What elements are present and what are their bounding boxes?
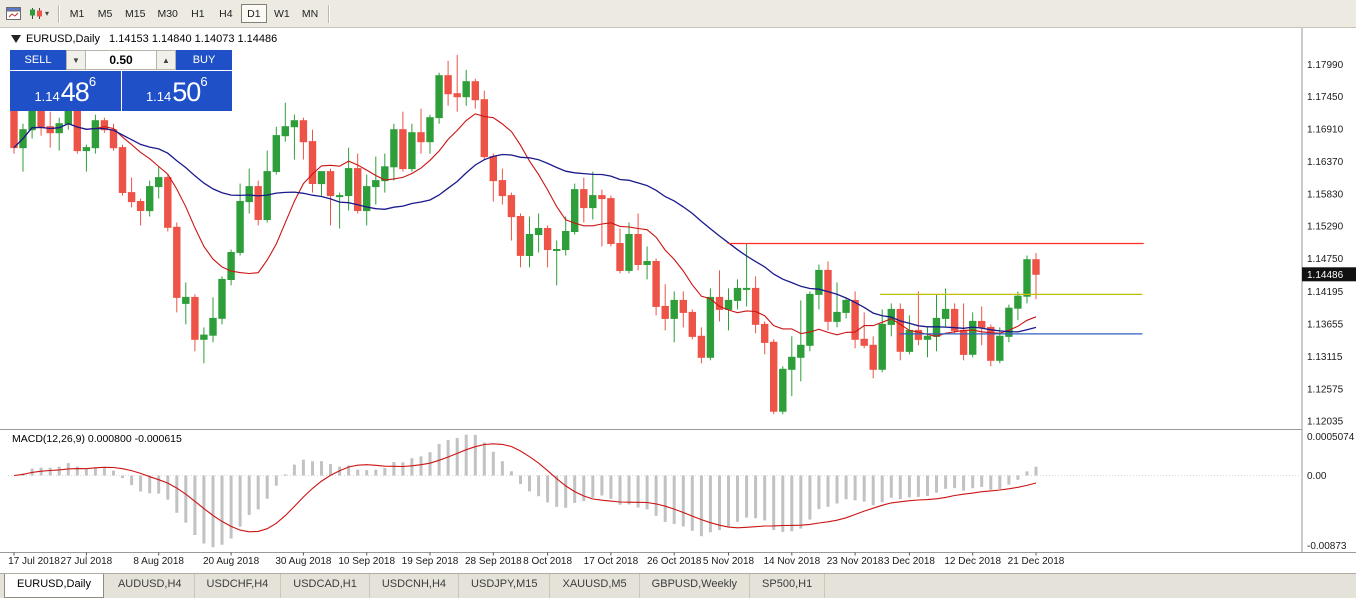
ma-line-30 xyxy=(13,122,1037,333)
tf-button-M5[interactable]: M5 xyxy=(92,4,118,23)
chart-type-button[interactable]: ▾ xyxy=(26,4,52,24)
svg-text:1.17450: 1.17450 xyxy=(1307,92,1344,103)
tf-button-H1[interactable]: H1 xyxy=(185,4,211,23)
buy-price-pip: 6 xyxy=(200,74,208,89)
svg-text:28 Sep 2018: 28 Sep 2018 xyxy=(465,556,522,567)
svg-text:27 Jul 2018: 27 Jul 2018 xyxy=(61,556,113,567)
svg-text:14 Nov 2018: 14 Nov 2018 xyxy=(763,556,820,567)
chart-tab-SP500-H1[interactable]: SP500,H1 xyxy=(750,574,826,598)
one-click-trade-panel: SELL ▼ 0.50 ▲ BUY 1.14 48 6 1.14 50 6 xyxy=(10,50,232,111)
svg-text:5 Nov 2018: 5 Nov 2018 xyxy=(703,556,755,567)
chart-title-symbol: EURUSD,Daily xyxy=(26,33,100,45)
chart-tab-GBPUSD-Weekly[interactable]: GBPUSD,Weekly xyxy=(640,574,751,598)
sell-price-prefix: 1.14 xyxy=(34,89,60,104)
sell-price-big: 48 xyxy=(60,77,90,108)
top-toolbar: ▾ M1 M5 M15 M30 H1 H4 D1 W1 MN xyxy=(0,0,1356,28)
macd-indicator-label: MACD(12,26,9) 0.000800 -0.000615 xyxy=(12,433,182,445)
price-axis: 1.17990 1.17450 1.16910 1.16370 1.15830 1.152… xyxy=(1307,60,1344,428)
svg-text:8 Aug 2018: 8 Aug 2018 xyxy=(133,556,184,567)
caret-up-icon: ▲ xyxy=(162,55,170,65)
svg-text:1.12035: 1.12035 xyxy=(1307,417,1344,428)
caret-down-icon: ▾ xyxy=(45,9,50,18)
svg-text:1.13655: 1.13655 xyxy=(1307,320,1344,331)
buy-price-prefix: 1.14 xyxy=(145,89,172,104)
timeframe-toolbar: M1 M5 M15 M30 H1 H4 D1 W1 MN xyxy=(63,4,324,23)
volume-decrease-button[interactable]: ▼ xyxy=(66,50,86,70)
chart-tab-USDCAD-H1[interactable]: USDCAD,H1 xyxy=(281,574,370,598)
buy-price-big: 50 xyxy=(172,77,201,108)
svg-text:20 Aug 2018: 20 Aug 2018 xyxy=(203,556,260,567)
svg-text:1.16370: 1.16370 xyxy=(1307,157,1344,168)
svg-text:1.16910: 1.16910 xyxy=(1307,125,1344,136)
svg-text:1.14486: 1.14486 xyxy=(1307,270,1344,281)
svg-text:1.15290: 1.15290 xyxy=(1307,222,1344,233)
svg-text:17 Jul 2018: 17 Jul 2018 xyxy=(8,556,60,567)
time-axis: 17 Jul 2018 27 Jul 2018 8 Aug 2018 20 Aug 2… xyxy=(8,552,1065,567)
svg-text:21 Dec 2018: 21 Dec 2018 xyxy=(1008,556,1065,567)
tf-button-H4[interactable]: H4 xyxy=(213,4,239,23)
tf-button-M1[interactable]: M1 xyxy=(64,4,90,23)
tf-button-W1[interactable]: W1 xyxy=(269,4,295,23)
svg-text:26 Oct 2018: 26 Oct 2018 xyxy=(647,556,702,567)
svg-text:-0.00873: -0.00873 xyxy=(1307,541,1347,552)
tf-button-MN[interactable]: MN xyxy=(297,4,323,23)
chart-tab-AUDUSD-H4[interactable]: AUDUSD,H4 xyxy=(106,574,195,598)
sell-price-pip: 6 xyxy=(88,74,97,89)
svg-text:8 Oct 2018: 8 Oct 2018 xyxy=(523,556,572,567)
svg-text:23 Nov 2018: 23 Nov 2018 xyxy=(827,556,884,567)
chart-window-icon xyxy=(6,7,21,20)
svg-text:3 Dec 2018: 3 Dec 2018 xyxy=(884,556,936,567)
chart-tab-USDJPY-M15[interactable]: USDJPY,M15 xyxy=(459,574,551,598)
chart-tab-USDCHF-H4[interactable]: USDCHF,H4 xyxy=(195,574,282,598)
chart-shift-marker-icon xyxy=(11,35,21,43)
tf-button-M15[interactable]: M15 xyxy=(120,4,150,23)
indicator-axis: 0.0005074 0.00 -0.00873 xyxy=(1307,432,1355,552)
svg-text:1.14195: 1.14195 xyxy=(1307,287,1344,298)
chart-tab-USDCNH-H4[interactable]: USDCNH,H4 xyxy=(370,574,460,598)
svg-text:1.12575: 1.12575 xyxy=(1307,384,1344,395)
toolbar-separator xyxy=(58,4,60,23)
tf-button-M30[interactable]: M30 xyxy=(152,4,182,23)
chart-window-button[interactable] xyxy=(3,4,24,24)
chart-tab-XAUUSD-M5[interactable]: XAUUSD,M5 xyxy=(550,574,640,598)
macd-signal-line xyxy=(13,443,1037,533)
svg-text:12 Dec 2018: 12 Dec 2018 xyxy=(944,556,1001,567)
buy-button[interactable]: BUY xyxy=(176,50,232,70)
svg-text:10 Sep 2018: 10 Sep 2018 xyxy=(338,556,395,567)
candlestick-chart-icon xyxy=(30,8,42,19)
price-chart[interactable]: 1.17990 1.17450 1.16910 1.16370 1.15830 1.152… xyxy=(0,28,1356,573)
chart-title: EURUSD,Daily 1.14153 1.14840 1.14073 1.1… xyxy=(26,33,277,45)
svg-text:1.17990: 1.17990 xyxy=(1307,60,1344,71)
svg-text:0.0005074: 0.0005074 xyxy=(1307,432,1355,443)
tf-button-D1[interactable]: D1 xyxy=(240,4,267,23)
chart-tab-EURUSD-Daily[interactable]: EURUSD,Daily xyxy=(4,574,104,598)
svg-text:30 Aug 2018: 30 Aug 2018 xyxy=(275,556,332,567)
toolbar-separator xyxy=(328,4,330,23)
volume-input[interactable]: 0.50 xyxy=(86,50,156,70)
svg-text:0.00: 0.00 xyxy=(1307,471,1327,482)
current-price-badge: 1.14486 xyxy=(1302,267,1356,282)
volume-increase-button[interactable]: ▲ xyxy=(156,50,176,70)
caret-down-icon: ▼ xyxy=(72,55,80,65)
svg-text:1.14750: 1.14750 xyxy=(1307,254,1344,265)
sell-button[interactable]: SELL xyxy=(10,50,66,70)
svg-text:19 Sep 2018: 19 Sep 2018 xyxy=(402,556,459,567)
svg-text:17 Oct 2018: 17 Oct 2018 xyxy=(584,556,639,567)
chart-tabs-bar: EURUSD,Daily AUDUSD,H4 USDCHF,H4 USDCAD,H1 U… xyxy=(0,573,1356,598)
chart-title-ohlc: 1.14153 1.14840 1.14073 1.14486 xyxy=(109,33,278,45)
buy-price-display[interactable]: 1.14 50 6 xyxy=(121,71,232,111)
svg-text:1.15830: 1.15830 xyxy=(1307,189,1344,200)
macd-histogram xyxy=(21,434,1038,548)
chart-window: 1.17990 1.17450 1.16910 1.16370 1.15830 1.152… xyxy=(0,28,1356,573)
ma-line-10 xyxy=(13,113,1037,337)
svg-text:1.13115: 1.13115 xyxy=(1307,352,1343,363)
sell-price-display[interactable]: 1.14 48 6 xyxy=(10,71,121,111)
